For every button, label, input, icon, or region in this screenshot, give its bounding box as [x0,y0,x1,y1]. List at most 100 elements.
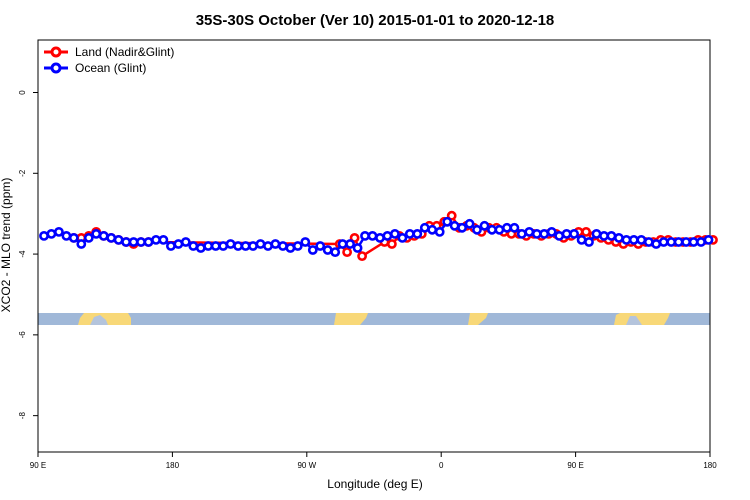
legend-ocean-marker [50,62,62,74]
data-point [427,224,438,235]
data-point [263,241,273,251]
data-point [357,251,367,261]
data-point [188,241,199,251]
data-point [46,228,57,239]
data-point [464,218,475,229]
data-point [315,241,326,251]
plot-frame [37,39,711,453]
data-point [76,239,87,249]
legend-ocean-label: Ocean (Glint) [75,61,146,75]
data-point [569,228,579,239]
data-point [382,230,393,241]
data-point [233,241,243,251]
data-point [696,237,706,247]
data-point [386,239,397,249]
data-point [195,243,206,253]
data-point [554,230,565,241]
data-point [352,243,363,253]
data-point [68,232,79,243]
land-patch [334,313,368,325]
data-point [277,241,288,251]
data-point [270,239,281,249]
land-detail [626,316,642,325]
data-point [501,222,512,233]
data-point [524,226,535,237]
data-point [673,237,684,247]
axes: 90 E 180 90 W 0 90 E 180 0 -2 -4 -6 -8 [18,39,717,470]
data-point [180,237,191,247]
data-point [248,241,258,251]
data-point [121,237,131,247]
data-point [106,232,117,243]
y-tick-label: -2 [18,169,27,177]
data-point [307,245,318,255]
data-point [442,216,453,227]
land-detail [90,315,108,325]
y-tick-label: -6 [18,331,27,339]
data-point [225,239,236,249]
data-point [342,247,352,257]
data-point [591,228,602,239]
data-point [255,239,266,249]
data-point [546,226,557,237]
land-mask-strip [38,313,710,325]
data-point [516,228,527,239]
data-point [337,239,348,249]
series-layer [39,210,718,261]
y-tick-label: -8 [18,412,27,420]
data-point [581,226,591,237]
data-point [614,232,624,243]
data-point [136,237,146,247]
data-point [404,228,415,239]
data-point [539,228,550,239]
data-point [173,239,184,249]
y-tick-label: 0 [18,90,27,95]
x-tick-label: 180 [166,461,180,470]
data-point [165,241,176,251]
y-tick-label: -4 [18,250,27,258]
ocean-series [39,216,714,257]
chart-title: 35S-30S October (Ver 10) 2015-01-01 to 2… [196,12,555,29]
data-point [330,247,341,257]
data-point [419,222,430,233]
data-point [360,230,370,241]
data-point [285,243,296,253]
data-point [143,237,154,247]
data-point [643,237,654,247]
data-point [703,234,714,245]
data-point [434,226,445,237]
data-point [628,234,639,245]
ocean-strip [38,313,710,325]
x-tick-label: 90 W [297,461,316,470]
x-tick-label: 180 [703,461,717,470]
data-point [658,237,669,247]
data-point [412,228,423,239]
data-point [509,222,520,233]
data-point [300,237,311,247]
data-point [375,232,385,243]
data-point [61,230,72,241]
data-point [449,220,460,231]
data-point [651,239,662,249]
data-point [681,237,691,247]
data-point [322,245,333,255]
land-patch [468,313,488,325]
data-point [636,234,647,245]
data-point [367,230,378,241]
data-point [349,232,360,243]
data-point [292,241,303,251]
legend-land-label: Land (Nadir&Glint) [75,45,174,59]
data-point [561,228,572,239]
data-point [606,230,617,241]
data-point [210,241,221,251]
x-axis-label: Longitude (deg E) [327,477,422,491]
data-point [345,239,355,249]
data-point [39,230,49,241]
data-point [218,241,229,251]
legend-land-marker [50,46,62,58]
data-point [98,230,109,241]
y-axis-label: XCO2 - MLO trend (ppm) [0,178,13,313]
data-point [113,234,124,245]
x-tick-label: 0 [439,461,444,470]
